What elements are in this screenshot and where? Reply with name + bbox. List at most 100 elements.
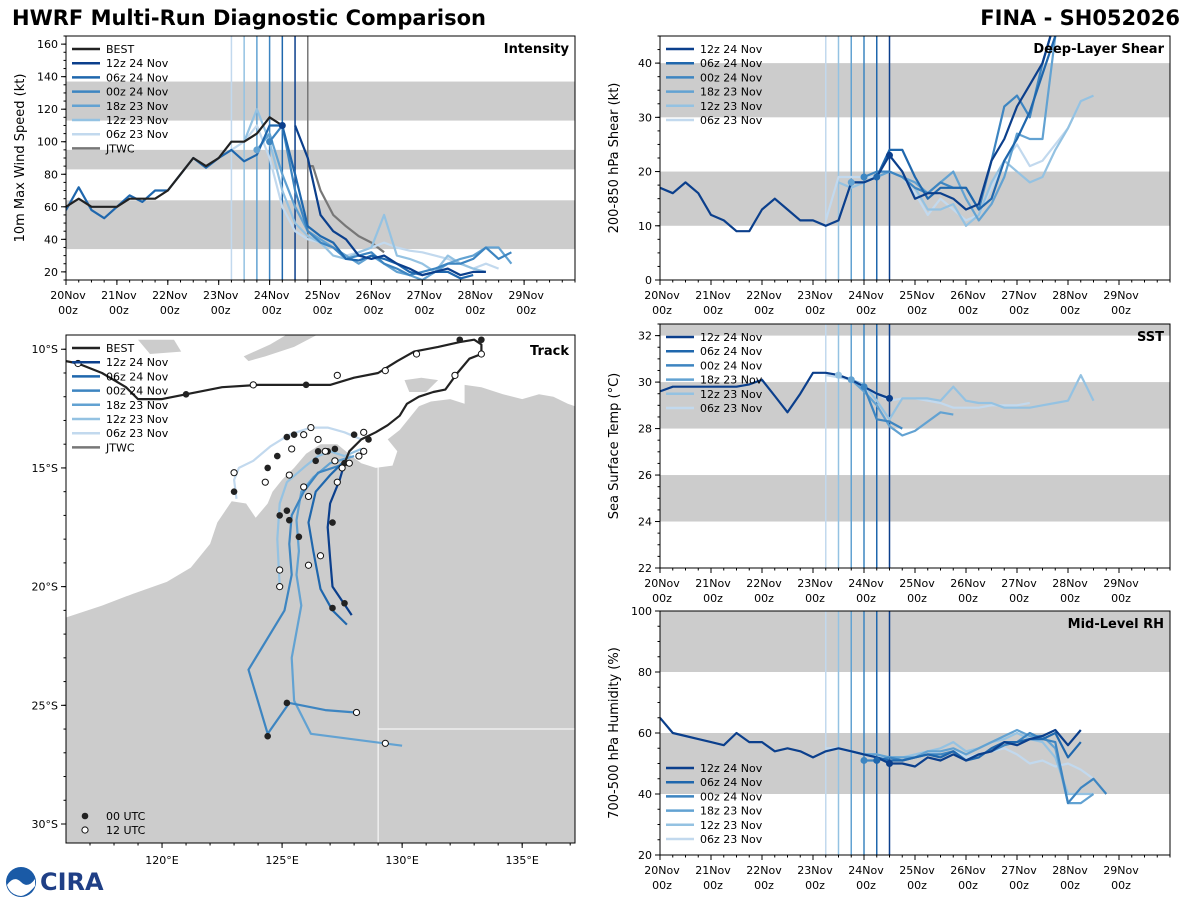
y-tick-label: 30°S — [32, 818, 58, 831]
y-tick-label: 100 — [631, 605, 652, 618]
x-tick-label: 23Nov — [797, 577, 833, 590]
track-point-00utc — [312, 457, 319, 465]
y-tick-label: 30 — [638, 111, 652, 124]
series-marker — [278, 121, 286, 129]
legend-label: 00 UTC — [106, 810, 146, 823]
y-tick-label: 26 — [638, 469, 652, 482]
legend-label: 06z 24 Nov — [700, 776, 763, 789]
track-point-12utc — [381, 367, 389, 375]
track-point-12utc — [333, 371, 341, 379]
legend-label: 00z 24 Nov — [106, 86, 169, 99]
island — [243, 335, 317, 362]
legend-label: 06z 23 Nov — [106, 128, 169, 141]
series-line — [660, 717, 1082, 768]
legend-marker-12utc — [81, 826, 89, 834]
series-marker — [873, 173, 881, 181]
x-tick-label: 24Nov — [848, 289, 884, 302]
chart-track: 120°E 125°E 130°E 135°E 10°S 15°S 20°S 25°S 30°S… — [32, 309, 576, 867]
track-point-12utc — [304, 561, 313, 569]
x-tick-label: 125°E — [265, 854, 298, 867]
plot-area — [660, 611, 1170, 855]
x-tick-label: 00z — [109, 304, 129, 317]
legend-label: 06z 23 Nov — [700, 833, 763, 846]
track-point-00utc — [329, 604, 336, 612]
x-tick-label: 00z — [262, 304, 282, 317]
track-point-00utc — [456, 336, 464, 344]
x-tick-label: 00z — [1009, 304, 1029, 317]
threshold-band — [66, 149, 575, 170]
track-point-12utc — [338, 464, 346, 472]
legend-label: 06z 23 Nov — [106, 427, 169, 440]
track-point-00utc — [285, 516, 293, 524]
x-tick-label: 00z — [907, 879, 927, 892]
chart-rh: 20 40 60 80 100 20Nov 00z 21Nov 00z 22Nov 00z 23Nov… — [607, 605, 1171, 892]
x-tick-label: 23Nov — [797, 289, 833, 302]
x-tick-label: 00z — [805, 304, 825, 317]
series-marker — [886, 151, 893, 159]
legend-label: 12z 24 Nov — [700, 762, 763, 775]
x-tick-label: 00z — [907, 304, 927, 317]
x-tick-label: 00z — [805, 879, 825, 892]
x-tick-label: 00z — [465, 304, 485, 317]
track-point-12utc — [276, 583, 284, 591]
x-tick-label: 24Nov — [848, 577, 884, 590]
legend-label: BEST — [106, 43, 134, 56]
x-tick-label: 00z — [703, 879, 723, 892]
y-tick-label: 32 — [638, 330, 652, 343]
x-tick-label: 26Nov — [950, 864, 986, 877]
legend-label: 06z 24 Nov — [106, 370, 169, 383]
track-point-00utc — [182, 391, 190, 398]
panel-title: Intensity — [504, 42, 570, 57]
x-tick-label: 29Nov — [1103, 289, 1139, 302]
australia-landmass — [66, 384, 575, 843]
legend-label: 12z 23 Nov — [700, 100, 763, 113]
legend-label: 06z 24 Nov — [106, 71, 169, 84]
y-tick-label: 10 — [638, 220, 652, 233]
x-tick-label: 00z — [652, 304, 672, 317]
track-point-00utc — [302, 381, 310, 389]
series-line — [294, 125, 486, 277]
island — [404, 377, 439, 392]
x-tick-label: 27Nov — [1001, 577, 1037, 590]
y-axis-label: 10m Max Wind Speed (kt) — [13, 74, 28, 243]
y-tick-label: 30 — [638, 376, 652, 389]
x-tick-label: 135°E — [505, 854, 538, 867]
track-point-12utc — [230, 469, 238, 477]
series-line — [307, 165, 385, 254]
y-tick-label: 80 — [44, 168, 58, 181]
track-point-12utc — [360, 428, 368, 436]
series-marker — [873, 756, 881, 764]
x-tick-label: 28Nov — [1052, 289, 1088, 302]
track-point-00utc — [230, 488, 238, 495]
track-point-12utc — [412, 350, 421, 358]
x-tick-label: 00z — [754, 879, 774, 892]
legend-marker-00utc — [81, 812, 89, 820]
legend-label: 18z 23 Nov — [700, 805, 763, 818]
x-tick-label: 00z — [1111, 304, 1131, 317]
chart-shear: 0 10 20 30 40 20Nov 00z 21Nov 00z 22Nov 00z 23Nov 00… — [607, 35, 1171, 317]
track-point-12utc — [333, 478, 341, 486]
track-point-12utc — [285, 471, 293, 479]
x-tick-label: 00z — [1009, 879, 1029, 892]
legend-label: 18z 23 Nov — [700, 86, 763, 99]
plot-area — [660, 36, 1170, 280]
island — [66, 309, 229, 326]
x-tick-label: 27Nov — [407, 289, 443, 302]
x-tick-label: 00z — [754, 592, 774, 605]
x-tick-label: 26Nov — [356, 289, 392, 302]
x-tick-label: 21Nov — [101, 289, 137, 302]
track-point-12utc — [314, 435, 322, 444]
map-area — [66, 309, 575, 843]
plot-area — [660, 324, 1170, 568]
x-tick-label: 20Nov — [644, 577, 680, 590]
y-tick-label: 60 — [638, 727, 652, 740]
x-tick-label: 00z — [703, 592, 723, 605]
x-tick-label: 25Nov — [899, 577, 935, 590]
y-tick-label: 20 — [638, 849, 652, 862]
panel-title: Deep-Layer Shear — [1033, 42, 1164, 57]
series-marker — [253, 146, 261, 154]
legend-label: 00z 24 Nov — [700, 790, 763, 803]
track-point-00utc — [283, 507, 291, 514]
plot-area — [66, 36, 575, 280]
cira-logo: CIRA — [40, 868, 104, 896]
